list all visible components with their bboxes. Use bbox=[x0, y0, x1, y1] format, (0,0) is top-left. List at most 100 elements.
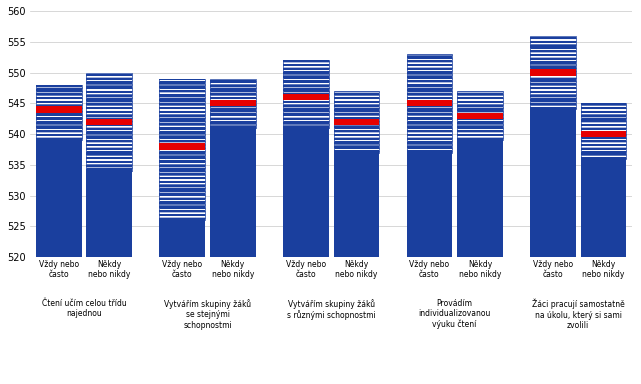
FancyBboxPatch shape bbox=[210, 100, 256, 106]
FancyBboxPatch shape bbox=[283, 118, 329, 120]
FancyBboxPatch shape bbox=[87, 136, 132, 138]
FancyBboxPatch shape bbox=[160, 189, 205, 192]
FancyBboxPatch shape bbox=[406, 146, 452, 149]
FancyBboxPatch shape bbox=[210, 93, 256, 95]
Bar bbox=[406, 54, 452, 152]
FancyBboxPatch shape bbox=[160, 156, 205, 159]
FancyBboxPatch shape bbox=[160, 161, 205, 162]
FancyBboxPatch shape bbox=[581, 148, 626, 151]
Bar bbox=[283, 94, 329, 100]
FancyBboxPatch shape bbox=[530, 54, 576, 56]
FancyBboxPatch shape bbox=[160, 132, 205, 134]
Bar bbox=[160, 79, 205, 220]
FancyBboxPatch shape bbox=[87, 169, 132, 171]
FancyBboxPatch shape bbox=[406, 126, 452, 128]
FancyBboxPatch shape bbox=[160, 181, 205, 183]
FancyBboxPatch shape bbox=[333, 97, 379, 99]
FancyBboxPatch shape bbox=[87, 82, 132, 84]
FancyBboxPatch shape bbox=[87, 111, 132, 113]
FancyBboxPatch shape bbox=[457, 138, 503, 140]
Bar bbox=[160, 143, 205, 149]
FancyBboxPatch shape bbox=[457, 126, 503, 128]
FancyBboxPatch shape bbox=[530, 37, 576, 39]
FancyBboxPatch shape bbox=[406, 118, 452, 119]
FancyBboxPatch shape bbox=[36, 97, 81, 99]
FancyBboxPatch shape bbox=[36, 106, 81, 113]
FancyBboxPatch shape bbox=[581, 124, 626, 126]
FancyBboxPatch shape bbox=[283, 94, 329, 100]
FancyBboxPatch shape bbox=[210, 122, 256, 124]
FancyBboxPatch shape bbox=[36, 134, 81, 136]
FancyBboxPatch shape bbox=[530, 41, 576, 43]
Bar bbox=[581, 103, 626, 159]
FancyBboxPatch shape bbox=[160, 152, 205, 154]
FancyBboxPatch shape bbox=[210, 105, 256, 107]
FancyBboxPatch shape bbox=[333, 101, 379, 103]
FancyBboxPatch shape bbox=[87, 127, 132, 130]
FancyBboxPatch shape bbox=[406, 84, 452, 86]
Bar bbox=[210, 79, 256, 128]
FancyBboxPatch shape bbox=[87, 103, 132, 105]
Bar bbox=[210, 79, 256, 128]
FancyBboxPatch shape bbox=[457, 118, 503, 120]
FancyBboxPatch shape bbox=[333, 142, 379, 144]
FancyBboxPatch shape bbox=[160, 140, 205, 142]
FancyBboxPatch shape bbox=[581, 136, 626, 138]
FancyBboxPatch shape bbox=[87, 148, 132, 151]
FancyBboxPatch shape bbox=[160, 136, 205, 138]
FancyBboxPatch shape bbox=[581, 132, 626, 134]
FancyBboxPatch shape bbox=[581, 115, 626, 118]
FancyBboxPatch shape bbox=[87, 86, 132, 89]
FancyBboxPatch shape bbox=[530, 70, 576, 76]
FancyBboxPatch shape bbox=[87, 132, 132, 134]
FancyBboxPatch shape bbox=[457, 113, 503, 119]
FancyBboxPatch shape bbox=[333, 113, 379, 116]
FancyBboxPatch shape bbox=[333, 146, 379, 149]
FancyBboxPatch shape bbox=[457, 105, 503, 107]
FancyBboxPatch shape bbox=[406, 142, 452, 144]
FancyBboxPatch shape bbox=[333, 105, 379, 107]
FancyBboxPatch shape bbox=[581, 128, 626, 130]
Bar bbox=[530, 36, 576, 109]
Bar bbox=[457, 91, 503, 140]
Bar bbox=[406, 100, 452, 106]
FancyBboxPatch shape bbox=[457, 134, 503, 136]
FancyBboxPatch shape bbox=[160, 99, 205, 101]
FancyBboxPatch shape bbox=[581, 131, 626, 137]
FancyBboxPatch shape bbox=[406, 105, 452, 107]
Bar bbox=[333, 91, 379, 152]
FancyBboxPatch shape bbox=[283, 76, 329, 78]
FancyBboxPatch shape bbox=[283, 84, 329, 87]
FancyBboxPatch shape bbox=[333, 138, 379, 140]
FancyBboxPatch shape bbox=[333, 122, 379, 124]
FancyBboxPatch shape bbox=[457, 97, 503, 99]
FancyBboxPatch shape bbox=[160, 194, 205, 195]
FancyBboxPatch shape bbox=[160, 197, 205, 200]
Bar bbox=[36, 85, 81, 140]
Text: Vytvářím skupiny žáků
s různými schopnostmi: Vytvářím skupiny žáků s různými schopnos… bbox=[287, 299, 376, 320]
FancyBboxPatch shape bbox=[36, 109, 81, 111]
FancyBboxPatch shape bbox=[210, 126, 256, 128]
FancyBboxPatch shape bbox=[160, 173, 205, 175]
FancyBboxPatch shape bbox=[210, 80, 256, 83]
Text: Vytvářím skupiny žáků
se stejnými
schopnostmi: Vytvářím skupiny žáků se stejnými schopn… bbox=[164, 299, 251, 329]
FancyBboxPatch shape bbox=[160, 148, 205, 150]
FancyBboxPatch shape bbox=[457, 109, 503, 111]
FancyBboxPatch shape bbox=[87, 78, 132, 80]
FancyBboxPatch shape bbox=[87, 91, 132, 93]
FancyBboxPatch shape bbox=[87, 124, 132, 126]
FancyBboxPatch shape bbox=[283, 72, 329, 74]
FancyBboxPatch shape bbox=[87, 144, 132, 146]
Bar bbox=[210, 100, 256, 106]
FancyBboxPatch shape bbox=[36, 126, 81, 128]
FancyBboxPatch shape bbox=[406, 80, 452, 83]
Bar bbox=[457, 113, 503, 119]
FancyBboxPatch shape bbox=[210, 118, 256, 120]
Bar bbox=[87, 73, 132, 171]
Bar bbox=[160, 220, 205, 257]
FancyBboxPatch shape bbox=[530, 95, 576, 97]
FancyBboxPatch shape bbox=[581, 111, 626, 113]
FancyBboxPatch shape bbox=[530, 87, 576, 89]
Text: Čtení učím celou třídu
najednou: Čtení učím celou třídu najednou bbox=[42, 299, 126, 318]
FancyBboxPatch shape bbox=[283, 68, 329, 70]
